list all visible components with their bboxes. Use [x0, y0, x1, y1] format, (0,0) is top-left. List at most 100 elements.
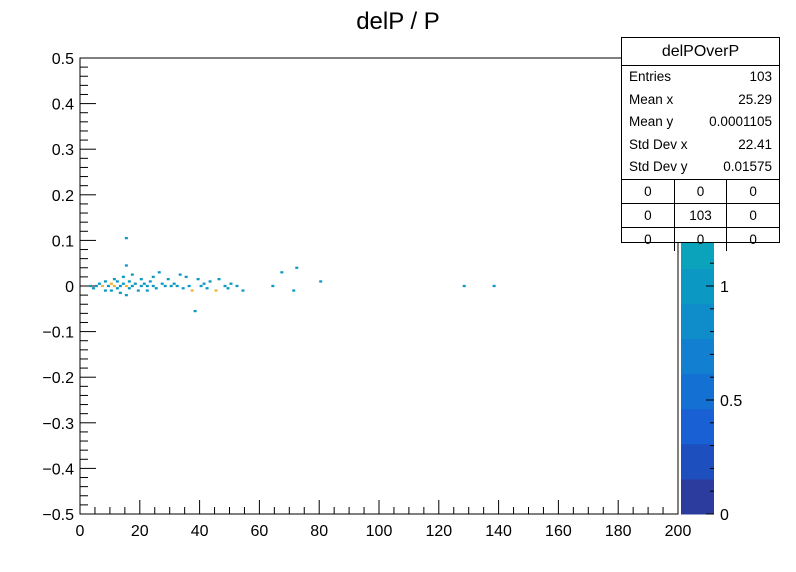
color-scale-tick-label: 0: [720, 507, 729, 524]
chart-title: delP / P: [356, 8, 440, 35]
data-bin: [223, 284, 227, 288]
data-bin: [166, 278, 170, 281]
stats-key: Mean x: [629, 91, 674, 107]
data-bin: [196, 278, 200, 281]
stats-key: Mean y: [629, 114, 674, 130]
color-scale-step: [681, 478, 714, 515]
data-bin: [148, 280, 152, 283]
stats-key: Std Dev y: [629, 159, 688, 175]
data-bin: [142, 282, 146, 285]
x-tick-label: 100: [366, 523, 393, 540]
y-tick-label: 0: [65, 279, 74, 296]
data-bins: [88, 236, 496, 313]
x-tick-label: 20: [131, 523, 149, 540]
stats-value: 103: [749, 69, 772, 84]
y-tick-label: −0.4: [42, 461, 74, 478]
data-bin: [226, 287, 230, 290]
data-bin: [145, 289, 149, 292]
data-bin: [190, 289, 194, 292]
data-bin: [97, 282, 101, 285]
data-bin: [127, 280, 131, 283]
data-bin: [112, 278, 116, 281]
data-bin: [235, 284, 239, 288]
data-bin: [130, 273, 134, 276]
color-scale-step: [681, 303, 714, 340]
x-tick-label: 140: [485, 523, 512, 540]
data-bin: [106, 284, 110, 288]
data-bin: [292, 289, 296, 292]
stats-value: 0.0001105: [709, 114, 772, 130]
y-tick-label: 0.4: [52, 97, 74, 114]
data-bin: [187, 284, 191, 288]
data-bin: [157, 271, 161, 274]
stats-grid-cell: 0: [622, 179, 675, 203]
color-scale-step: [681, 373, 714, 410]
x-tick-label: 80: [310, 523, 328, 540]
data-bin: [214, 289, 218, 292]
color-scale-step: [681, 338, 714, 375]
stats-value: 0.01575: [723, 159, 772, 175]
data-bin: [280, 271, 284, 274]
data-bin: [169, 284, 173, 288]
data-bin: [172, 282, 176, 285]
stats-grid-cell: 0: [675, 227, 728, 251]
stats-grid-cell: 0: [749, 231, 757, 247]
stats-row: Std Dev y 0.01575: [622, 156, 779, 179]
data-bin: [118, 284, 122, 288]
data-bin: [178, 273, 182, 276]
data-bin: [109, 289, 113, 292]
data-bin: [136, 289, 140, 292]
y-tick-label: 0.3: [52, 142, 74, 159]
data-bin: [88, 284, 92, 288]
data-bin: [124, 284, 128, 288]
data-bin: [193, 309, 197, 313]
data-bin: [145, 284, 149, 288]
data-bin: [127, 287, 131, 290]
stats-grid-row: 0 0 0: [622, 179, 779, 204]
data-bin: [124, 236, 128, 240]
y-tick-label: 0.5: [52, 51, 74, 68]
data-bin: [139, 284, 143, 288]
stats-title: delPOverP: [622, 38, 779, 66]
y-tick-label: −0.2: [42, 370, 74, 387]
data-bin: [118, 291, 122, 294]
data-bin: [492, 284, 496, 288]
stats-grid-cell: 0: [749, 183, 757, 199]
data-bin: [103, 280, 107, 283]
data-bin: [184, 275, 188, 279]
y-tick-label: −0.5: [42, 507, 74, 524]
stats-grid-cell: 103: [675, 203, 728, 227]
stats-grid-cell: 0: [749, 207, 757, 223]
data-bin: [319, 280, 323, 283]
stats-row: Entries 103: [622, 66, 779, 89]
x-tick-label: 160: [545, 523, 572, 540]
color-scale-tick-label: 0.5: [720, 393, 742, 410]
stats-row: Mean x 25.29: [622, 89, 779, 112]
stats-row: Std Dev x 22.41: [622, 134, 779, 157]
stats-grid-cell: 0: [622, 227, 675, 251]
y-tick-label: −0.1: [42, 325, 74, 342]
data-bin: [109, 282, 113, 285]
x-tick-label: 180: [605, 523, 632, 540]
stats-grid-row: 0 103 0: [622, 203, 779, 228]
data-bin: [115, 287, 119, 290]
y-tick-label: 0.1: [52, 233, 74, 250]
data-bin: [205, 287, 209, 290]
data-bin: [115, 280, 119, 283]
data-bin: [124, 264, 128, 267]
stats-box: delPOverP Entries 103 Mean x 25.29 Mean …: [621, 37, 780, 251]
data-bin: [121, 282, 125, 285]
color-scale-tick-label: 1: [720, 279, 729, 296]
data-bin: [100, 284, 104, 288]
stats-grid-cell: 0: [622, 203, 675, 227]
data-bin: [295, 266, 299, 269]
color-scale-step: [681, 408, 714, 445]
x-tick-label: 200: [665, 523, 692, 540]
data-bin: [163, 284, 167, 288]
data-bin: [121, 275, 125, 279]
data-bin: [154, 287, 158, 290]
data-bin: [271, 284, 275, 288]
data-bin: [229, 282, 233, 285]
data-bin: [139, 278, 143, 281]
stats-key: Std Dev x: [629, 136, 688, 152]
